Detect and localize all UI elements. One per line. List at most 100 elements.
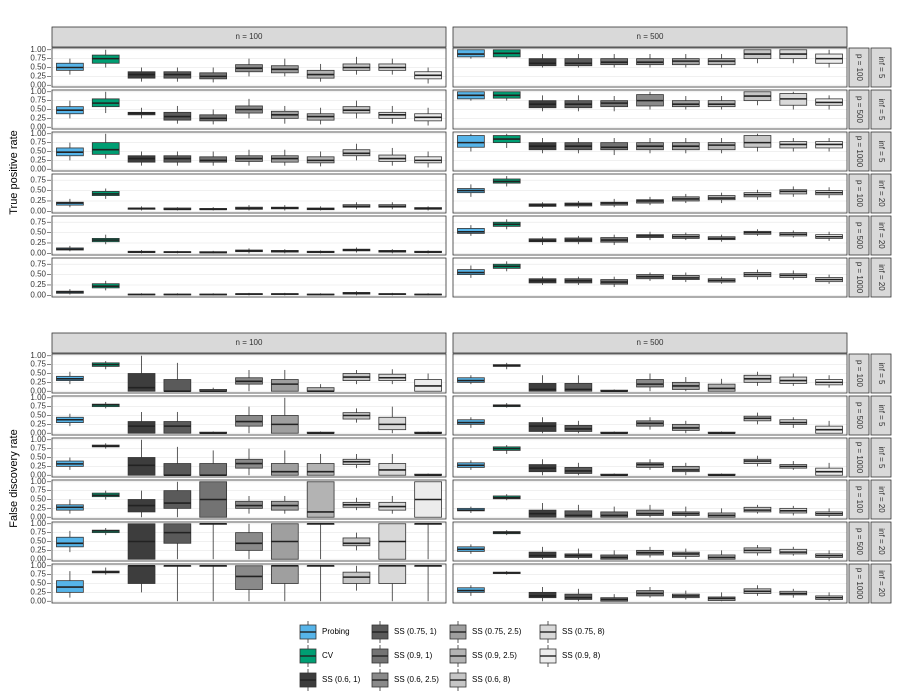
facet-label: n = 100 <box>236 338 263 347</box>
row-strip <box>870 563 892 604</box>
row-strip <box>870 479 892 520</box>
panel-border <box>452 563 848 604</box>
box <box>270 463 299 476</box>
row-strip <box>870 437 892 478</box>
row-strip <box>848 215 870 256</box>
y-tick-label: 0.00 <box>30 470 46 479</box>
row-label: p = 1000 <box>855 262 864 294</box>
row-label: p = 500 <box>855 96 864 123</box>
panel-border <box>51 437 447 478</box>
box <box>378 565 407 584</box>
box <box>163 523 192 544</box>
box <box>342 537 371 547</box>
panel-border <box>51 131 447 172</box>
box <box>163 379 192 392</box>
panel-border <box>51 47 447 88</box>
y-tick-label: 0.25 <box>30 280 46 289</box>
row-label: inf = 20 <box>877 486 886 513</box>
y-tick-label: 0.50 <box>30 186 46 195</box>
box <box>163 490 192 509</box>
row-label: inf = 5 <box>877 404 886 427</box>
row-label: p = 100 <box>855 360 864 387</box>
box <box>528 422 557 432</box>
facet-strip <box>452 332 848 354</box>
row-label: p = 1000 <box>855 136 864 168</box>
box <box>199 463 228 476</box>
legend-label: SS (0.6, 2.5) <box>394 675 439 684</box>
y-tick-label: 1.00 <box>30 561 46 570</box>
row-label: inf = 20 <box>877 528 886 555</box>
box <box>127 565 156 584</box>
facet-strip <box>51 26 447 48</box>
panel-border <box>51 395 447 436</box>
facet-strip <box>51 332 447 354</box>
row-strip <box>848 437 870 478</box>
y-tick-label: 0.25 <box>30 113 46 122</box>
y-tick-label: 0.25 <box>30 587 46 596</box>
y-tick-label: 0.00 <box>30 80 46 89</box>
y-tick-label: 0.25 <box>30 461 46 470</box>
panel-border <box>452 173 848 214</box>
row-strip <box>870 131 892 172</box>
y-tick-label: 0.75 <box>30 444 46 453</box>
box <box>636 509 664 516</box>
panel-border <box>452 47 848 88</box>
row-strip <box>870 89 892 130</box>
y-tick-label: 0.25 <box>30 419 46 428</box>
panel-border <box>51 89 447 130</box>
panel-border <box>51 521 447 562</box>
row-label: inf = 20 <box>877 180 886 207</box>
box <box>528 591 557 599</box>
y-tick-label: 0.50 <box>30 579 46 588</box>
row-label: p = 100 <box>855 54 864 81</box>
y-tick-label: 1.00 <box>30 435 46 444</box>
box <box>528 551 557 558</box>
box <box>199 156 228 163</box>
y-tick-label: 0.75 <box>30 54 46 63</box>
y-tick-label: 0.75 <box>30 486 46 495</box>
y-tick-label: 0.50 <box>30 495 46 504</box>
row-label: inf = 5 <box>877 140 886 163</box>
y-tick-label: 0.00 <box>30 164 46 173</box>
panel-border <box>452 89 848 130</box>
box <box>378 416 407 431</box>
panel-border <box>452 437 848 478</box>
y-tick-label: 0.25 <box>30 503 46 512</box>
y-tick-label: 0.00 <box>30 248 46 257</box>
row-strip <box>848 479 870 520</box>
box <box>163 421 192 434</box>
row-label: p = 500 <box>855 402 864 429</box>
y-tick-label: 0.00 <box>30 554 46 563</box>
legend-label: SS (0.9, 2.5) <box>472 651 517 660</box>
y-tick-label: 0.50 <box>30 270 46 279</box>
row-label: p = 100 <box>855 180 864 207</box>
panel-border <box>452 521 848 562</box>
row-strip <box>870 173 892 214</box>
y-tick-label: 1.00 <box>30 351 46 360</box>
y-tick-label: 0.75 <box>30 259 46 268</box>
row-label: inf = 5 <box>877 362 886 385</box>
panel-border <box>51 563 447 604</box>
y-tick-label: 0.50 <box>30 453 46 462</box>
y-tick-label: 1.00 <box>30 477 46 486</box>
legend-label: SS (0.6, 1) <box>322 675 361 684</box>
row-strip <box>870 521 892 562</box>
y-tick-label: 0.25 <box>30 196 46 205</box>
legend-label: SS (0.9, 8) <box>562 651 601 660</box>
legend-label: SS (0.6, 8) <box>472 675 511 684</box>
box <box>457 135 485 148</box>
y-tick-label: 0.75 <box>30 360 46 369</box>
y-tick-label: 0.50 <box>30 63 46 72</box>
y-tick-label: 0.00 <box>30 596 46 605</box>
box <box>56 536 84 548</box>
box <box>528 383 557 392</box>
box <box>127 373 156 392</box>
y-axis-label: True positive rate <box>8 130 20 215</box>
y-tick-label: 0.25 <box>30 545 46 554</box>
panel-border <box>51 257 447 298</box>
box <box>457 228 485 234</box>
row-strip <box>848 173 870 214</box>
box <box>270 379 299 392</box>
y-tick-label: 1.00 <box>30 519 46 528</box>
row-strip <box>848 89 870 130</box>
